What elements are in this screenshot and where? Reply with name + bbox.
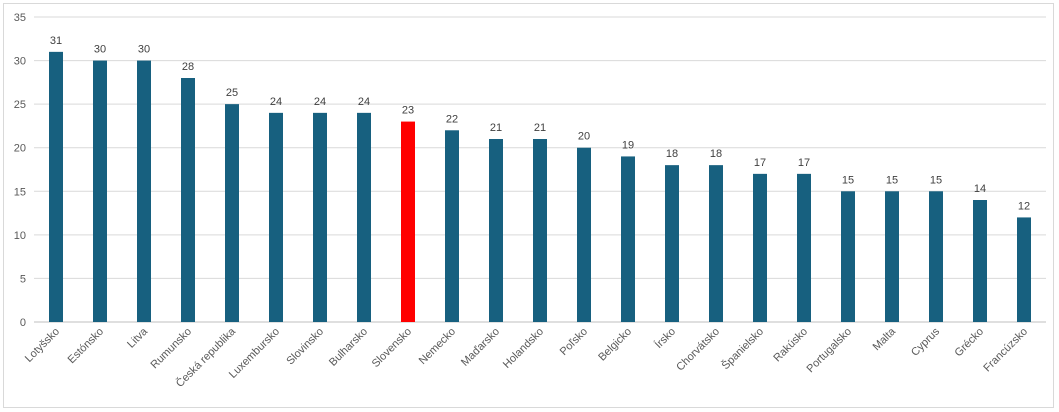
bar	[753, 173, 767, 322]
bar	[357, 112, 371, 322]
y-axis-ticks: 0 5 10 15 20 25 30 35	[14, 12, 26, 329]
y-tick-label: 35	[14, 12, 26, 24]
x-tick-label: Írsko	[652, 325, 678, 351]
data-label: 30	[138, 44, 150, 56]
bar	[621, 156, 635, 322]
x-tick-label: Slovinsko	[284, 326, 326, 368]
y-tick-label: 20	[14, 143, 26, 155]
x-tick-label: Bulharsko	[327, 326, 370, 369]
bar	[313, 112, 327, 322]
bar	[973, 200, 987, 322]
data-labels: 31 30 30 28 25 24 24 24 23 22 21 21 20 19 18 18 17 17 15 15…	[50, 35, 1030, 213]
bar	[665, 165, 679, 322]
bar	[445, 130, 459, 322]
y-tick-label: 25	[14, 99, 26, 111]
x-tick-label: Grécko	[953, 326, 987, 360]
x-tick-label: Cyprus	[909, 325, 942, 358]
data-label: 24	[270, 96, 282, 108]
data-label: 15	[930, 174, 942, 186]
bar	[269, 112, 283, 322]
data-label: 21	[490, 122, 502, 134]
x-tick-label: Poľsko	[558, 326, 590, 358]
bar	[577, 147, 591, 322]
x-tick-label: Francúzsko	[981, 326, 1030, 375]
x-tick-label: Nemecko	[417, 326, 458, 367]
data-label: 24	[358, 96, 370, 108]
data-label: 24	[314, 96, 326, 108]
y-tick-label: 5	[20, 273, 26, 285]
bar	[797, 173, 811, 322]
bar	[489, 139, 503, 322]
bar	[225, 104, 239, 323]
bar-chart: 0 5 10 15 20 25 30 35 31 30 30 28 25 24 24 24 23 22 21 21 2…	[14, 12, 1046, 390]
data-label: 20	[578, 131, 590, 143]
x-tick-label: Litva	[125, 325, 151, 351]
x-tick-label: Rumunsko	[148, 326, 194, 372]
bar	[1017, 217, 1031, 322]
y-tick-label: 0	[20, 317, 26, 329]
bar	[841, 191, 855, 322]
x-tick-label: Holandsko	[501, 326, 546, 371]
x-tick-label: Malta	[871, 325, 899, 353]
bar	[137, 60, 151, 322]
y-tick-label: 30	[14, 56, 26, 68]
bars	[49, 51, 1031, 323]
data-label: 14	[974, 183, 986, 195]
x-tick-label: Belgicko	[596, 326, 634, 364]
data-label: 25	[226, 87, 238, 99]
x-tick-label: Rakúsko	[771, 326, 810, 365]
data-label: 18	[666, 148, 678, 160]
y-tick-label: 10	[14, 230, 26, 242]
chart-frame: 0 5 10 15 20 25 30 35 31 30 30 28 25 24 24 24 23 22 21 21 2…	[3, 3, 1054, 408]
bar	[93, 60, 107, 322]
bar	[533, 139, 547, 322]
data-label: 17	[754, 157, 766, 169]
bar	[709, 165, 723, 322]
data-label: 21	[534, 122, 546, 134]
data-label: 18	[710, 148, 722, 160]
x-tick-label: Maďarsko	[459, 326, 502, 369]
data-label: 30	[94, 44, 106, 56]
data-label: 19	[622, 139, 634, 151]
x-tick-label: Portugalsko	[805, 326, 855, 376]
x-tick-label: Slovensko	[370, 326, 414, 370]
data-label: 28	[182, 61, 194, 73]
bar	[401, 121, 415, 322]
data-label: 15	[886, 174, 898, 186]
bar	[929, 191, 943, 322]
x-tick-label: Lotyšsko	[23, 326, 62, 365]
bar	[49, 51, 63, 322]
data-label: 12	[1018, 200, 1030, 212]
x-tick-label: Estónsko	[66, 326, 106, 366]
data-label: 17	[798, 157, 810, 169]
data-label: 22	[446, 113, 458, 125]
data-label: 31	[50, 35, 62, 47]
bar	[885, 191, 899, 322]
x-tick-label: Chorvátsko	[674, 326, 722, 374]
x-tick-label: Španielsko	[719, 325, 766, 372]
data-label: 23	[402, 105, 414, 117]
bar	[181, 78, 195, 322]
data-label: 15	[842, 174, 854, 186]
y-tick-label: 15	[14, 186, 26, 198]
